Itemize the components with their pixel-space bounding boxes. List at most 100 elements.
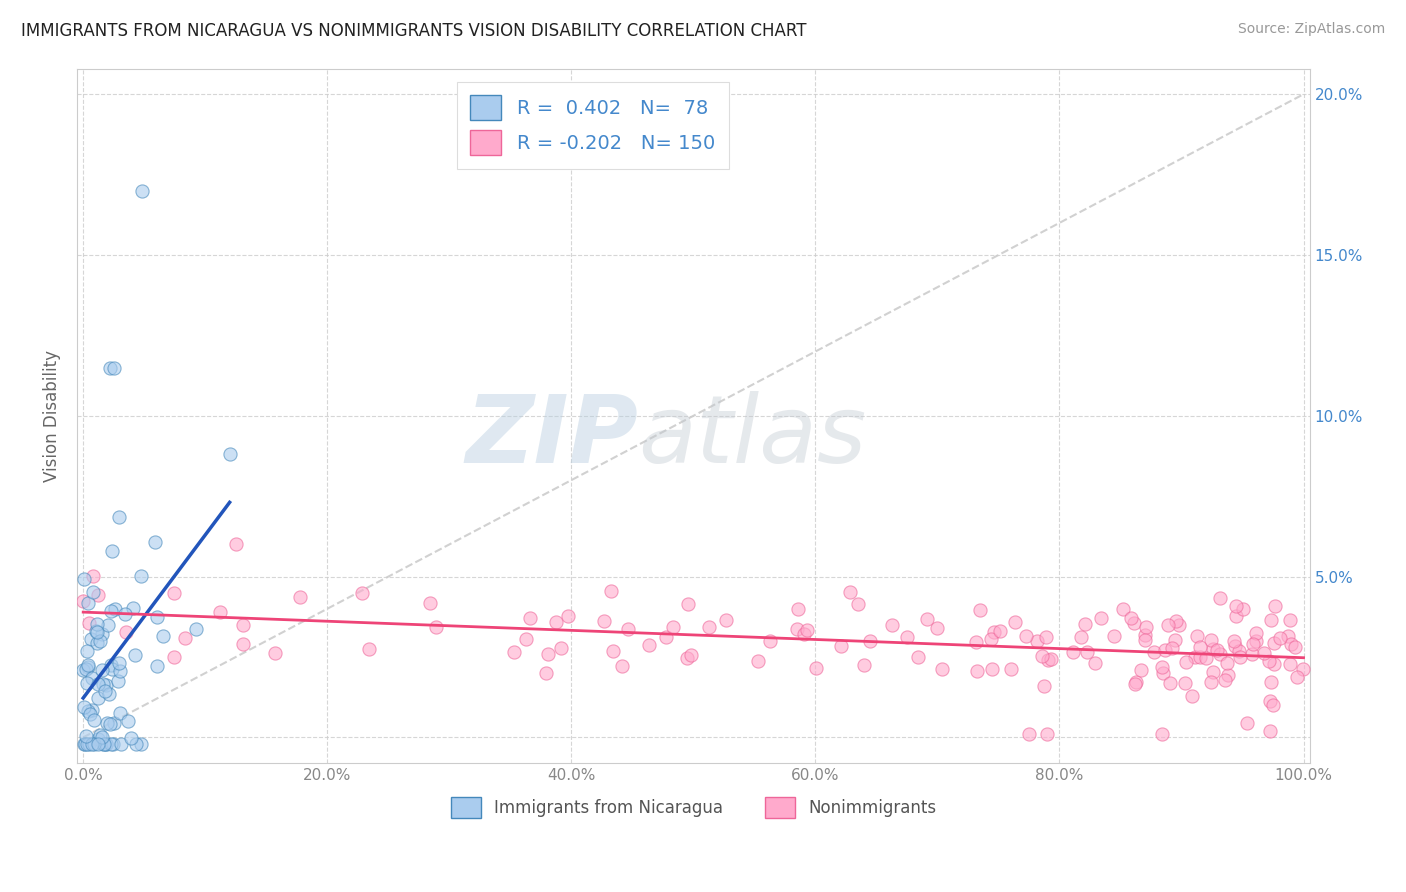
Point <box>925 621 948 635</box>
Point <box>425 620 447 634</box>
Point <box>537 647 560 661</box>
Point <box>1036 653 1059 667</box>
Point <box>1223 639 1246 653</box>
Point <box>1209 591 1232 605</box>
Point <box>129 737 152 751</box>
Point <box>98 360 121 375</box>
Point <box>1257 655 1279 669</box>
Point <box>1225 608 1247 623</box>
Point <box>103 716 125 731</box>
Point <box>1260 613 1282 627</box>
Point <box>966 664 988 678</box>
Point <box>931 662 953 676</box>
Point <box>1229 650 1251 665</box>
Point <box>232 636 254 650</box>
Point <box>96 715 118 730</box>
Point <box>100 605 122 619</box>
Point <box>76 644 98 658</box>
Point <box>1036 727 1059 741</box>
Point <box>787 602 810 616</box>
Point <box>107 656 129 670</box>
Point <box>534 666 557 681</box>
Point <box>80 703 103 717</box>
Text: atlas: atlas <box>638 392 866 483</box>
Point <box>82 585 104 599</box>
Point <box>852 657 875 672</box>
Point <box>610 659 633 673</box>
Point <box>104 602 127 616</box>
Point <box>1035 630 1057 644</box>
Point <box>557 609 579 624</box>
Point <box>1015 630 1038 644</box>
Point <box>983 624 1005 639</box>
Point <box>97 618 120 632</box>
Point <box>145 659 167 673</box>
Point <box>1270 632 1292 646</box>
Point <box>1195 650 1218 665</box>
Point <box>1074 616 1097 631</box>
Point <box>990 624 1012 638</box>
Point <box>288 591 311 605</box>
Point <box>73 700 96 714</box>
Point <box>77 659 100 673</box>
Point <box>87 732 110 747</box>
Point <box>859 634 882 648</box>
Point <box>121 601 143 615</box>
Point <box>1135 620 1157 634</box>
Point <box>550 640 572 655</box>
Point <box>907 649 929 664</box>
Point <box>86 636 108 650</box>
Point <box>1260 675 1282 690</box>
Point <box>163 586 186 600</box>
Point <box>1264 599 1286 613</box>
Point <box>96 737 118 751</box>
Point <box>87 737 110 751</box>
Point <box>1284 640 1306 655</box>
Point <box>1070 630 1092 644</box>
Point <box>163 649 186 664</box>
Point <box>1213 673 1236 688</box>
Point <box>638 638 661 652</box>
Point <box>661 620 683 634</box>
Text: Source: ZipAtlas.com: Source: ZipAtlas.com <box>1237 22 1385 37</box>
Point <box>108 706 131 720</box>
Point <box>602 644 624 658</box>
Point <box>80 671 103 685</box>
Point <box>1263 636 1285 650</box>
Point <box>97 687 120 701</box>
Point <box>1174 655 1197 669</box>
Point <box>1240 647 1263 661</box>
Point <box>965 634 987 648</box>
Point <box>263 647 285 661</box>
Point <box>76 658 98 673</box>
Point <box>1199 675 1222 690</box>
Point <box>1236 715 1258 730</box>
Point <box>1286 670 1309 684</box>
Point <box>1000 662 1022 676</box>
Point <box>73 572 96 586</box>
Point <box>1031 649 1053 664</box>
Point <box>120 731 142 745</box>
Point <box>87 677 110 691</box>
Point <box>184 622 207 636</box>
Point <box>107 509 129 524</box>
Point <box>1026 633 1049 648</box>
Point <box>114 607 136 621</box>
Point <box>980 632 1002 647</box>
Point <box>79 707 101 722</box>
Point <box>100 657 122 672</box>
Point <box>1104 629 1126 643</box>
Point <box>1279 657 1302 671</box>
Point <box>94 678 117 692</box>
Point <box>1122 615 1144 630</box>
Point <box>1130 663 1153 677</box>
Point <box>839 585 862 599</box>
Point <box>96 737 118 751</box>
Point <box>83 737 105 751</box>
Point <box>1174 675 1197 690</box>
Point <box>830 639 852 653</box>
Point <box>747 654 769 668</box>
Point <box>1133 628 1156 642</box>
Point <box>91 737 114 751</box>
Point <box>1225 599 1247 613</box>
